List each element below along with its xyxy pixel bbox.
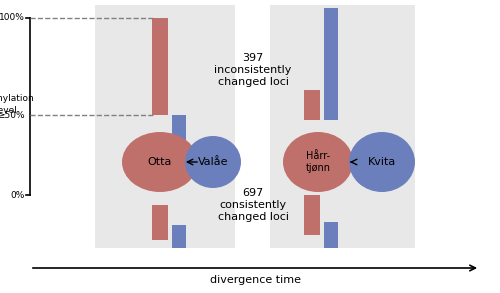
Bar xyxy=(324,222,338,248)
Text: 397
inconsistently
changed loci: 397 inconsistently changed loci xyxy=(214,53,292,87)
Bar xyxy=(172,225,186,248)
Bar xyxy=(172,115,186,165)
Ellipse shape xyxy=(283,132,353,192)
Text: Valåe: Valåe xyxy=(198,157,228,167)
Bar xyxy=(152,205,168,240)
Bar xyxy=(324,8,338,120)
Text: ≥50%: ≥50% xyxy=(0,110,25,120)
Bar xyxy=(95,5,235,248)
Bar xyxy=(304,90,320,120)
Text: divergence time: divergence time xyxy=(210,275,300,285)
Text: 697
consistently
changed loci: 697 consistently changed loci xyxy=(218,188,288,222)
Text: methylation: methylation xyxy=(0,94,34,103)
Bar xyxy=(304,195,320,235)
Bar xyxy=(270,5,415,248)
Ellipse shape xyxy=(349,132,415,192)
Ellipse shape xyxy=(185,136,241,188)
Bar xyxy=(152,18,168,115)
Ellipse shape xyxy=(122,132,198,192)
Text: level: level xyxy=(0,106,17,115)
Text: 100%: 100% xyxy=(0,13,25,23)
Text: Otta: Otta xyxy=(148,157,172,167)
Text: 0%: 0% xyxy=(10,190,25,200)
Text: Kvita: Kvita xyxy=(368,157,396,167)
Text: Hårr-
tjønn: Hårr- tjønn xyxy=(306,151,330,173)
